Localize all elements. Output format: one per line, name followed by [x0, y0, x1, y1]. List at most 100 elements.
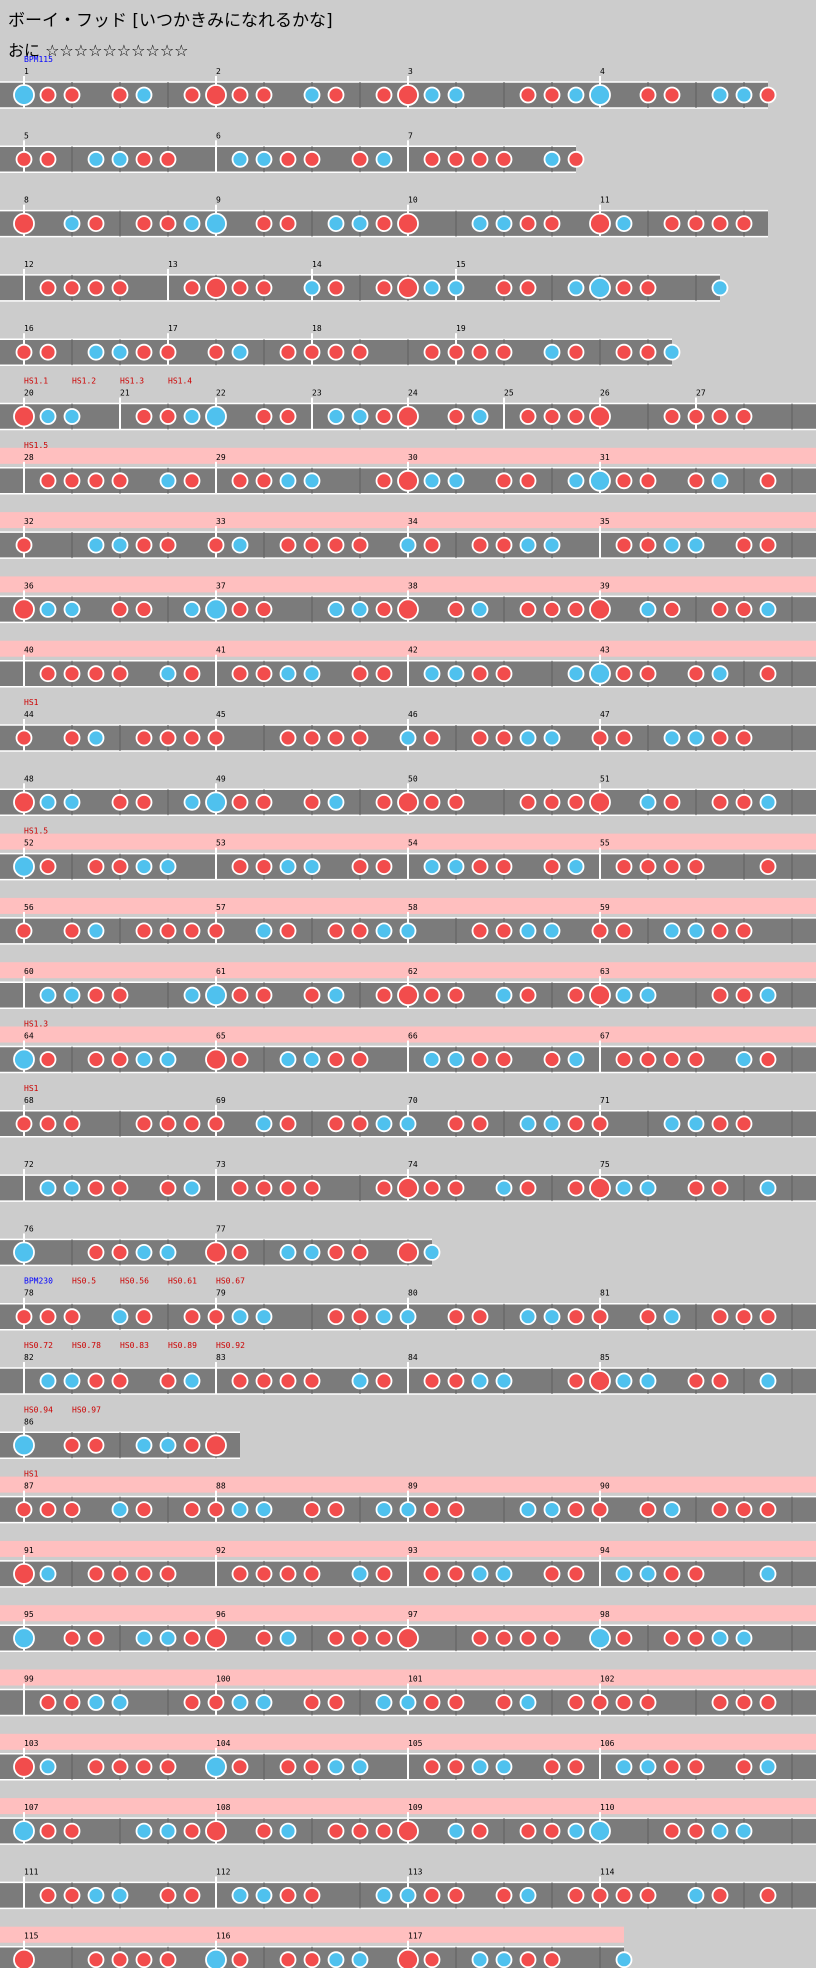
don-note — [567, 408, 585, 425]
don-note — [231, 279, 249, 297]
don-note — [207, 343, 225, 361]
don-note — [13, 791, 35, 814]
ka-note — [87, 536, 105, 554]
don-note — [471, 1629, 489, 1647]
don-note — [63, 1694, 81, 1711]
don-note — [711, 1887, 729, 1904]
measure-number: 80 — [408, 1289, 418, 1298]
speed-change-label: HS0.83 — [120, 1341, 149, 1350]
don-note — [375, 1179, 393, 1197]
ka-note — [231, 1501, 249, 1518]
don-note — [735, 408, 753, 425]
don-note — [159, 536, 177, 554]
don-note — [759, 536, 777, 554]
don-note — [663, 1629, 681, 1647]
don-note — [567, 1115, 585, 1133]
ka-note — [87, 343, 105, 361]
don-note — [543, 215, 561, 233]
don-note — [159, 1951, 177, 1968]
ka-note — [759, 1565, 777, 1583]
don-note — [39, 86, 57, 104]
don-note — [111, 665, 129, 683]
don-note — [255, 1629, 273, 1647]
ka-note — [135, 86, 153, 104]
measure-number: 63 — [600, 967, 610, 976]
don-note — [567, 150, 585, 168]
don-note — [639, 1887, 657, 1904]
don-note — [589, 984, 611, 1007]
don-note — [111, 1565, 129, 1583]
measure-number: 43 — [600, 646, 610, 655]
ka-note — [711, 1822, 729, 1840]
ka-note — [13, 1627, 35, 1650]
don-note — [351, 1822, 369, 1840]
don-note — [639, 1051, 657, 1068]
don-note — [591, 1694, 609, 1711]
don-note — [519, 986, 537, 1004]
don-note — [615, 1887, 633, 1904]
don-note — [205, 1627, 227, 1650]
don-note — [183, 665, 201, 683]
gogo-band — [0, 447, 816, 464]
gogo-band — [0, 897, 816, 914]
don-note — [279, 1565, 297, 1583]
don-note — [735, 793, 753, 811]
don-note — [255, 601, 273, 618]
don-note — [471, 1051, 489, 1068]
don-note — [183, 1822, 201, 1840]
ka-note — [399, 1694, 417, 1711]
measure-number: 47 — [600, 710, 610, 719]
don-note — [87, 472, 105, 490]
don-note — [351, 1629, 369, 1647]
ka-note — [231, 1694, 249, 1711]
don-note — [543, 1951, 561, 1968]
ka-note — [615, 986, 633, 1004]
ka-note — [495, 1372, 513, 1390]
don-note — [663, 858, 681, 875]
don-note — [759, 1501, 777, 1518]
ka-note — [205, 1948, 227, 1968]
ka-note — [399, 1887, 417, 1904]
ka-note — [589, 1627, 611, 1650]
measure-number: 59 — [600, 903, 610, 912]
ka-note — [183, 1179, 201, 1197]
ka-note — [735, 1822, 753, 1840]
don-note — [687, 1565, 705, 1583]
don-note — [111, 472, 129, 490]
speed-change-label: HS0.89 — [168, 1341, 197, 1350]
ka-note — [303, 858, 321, 875]
don-note — [519, 1951, 537, 1968]
speed-change-label: HS1.4 — [168, 377, 192, 386]
don-note — [519, 408, 537, 425]
don-note — [639, 1501, 657, 1518]
don-note — [567, 1308, 585, 1326]
don-note — [397, 598, 419, 621]
ka-note — [159, 858, 177, 875]
ka-note — [111, 1308, 129, 1326]
ka-note — [279, 1051, 297, 1068]
ka-note — [303, 1244, 321, 1261]
measure-number: 106 — [600, 1739, 615, 1748]
ka-note — [495, 215, 513, 233]
speed-change-label: HS1.3 — [120, 377, 144, 386]
ka-note — [159, 472, 177, 490]
ka-note — [639, 986, 657, 1004]
don-note — [231, 1179, 249, 1197]
don-note — [231, 665, 249, 683]
don-note — [159, 1115, 177, 1133]
ka-note — [63, 601, 81, 618]
ka-note — [87, 729, 105, 747]
don-note — [63, 1822, 81, 1840]
don-note — [159, 408, 177, 425]
don-note — [567, 1694, 585, 1711]
ka-note — [63, 408, 81, 425]
measure-number: 81 — [600, 1289, 610, 1298]
don-note — [423, 1951, 441, 1968]
don-note — [135, 1115, 153, 1133]
don-note — [543, 86, 561, 104]
don-note — [495, 665, 513, 683]
measure-number: 65 — [216, 1032, 226, 1041]
don-note — [327, 536, 345, 554]
ka-note — [39, 408, 57, 425]
don-note — [135, 1758, 153, 1776]
